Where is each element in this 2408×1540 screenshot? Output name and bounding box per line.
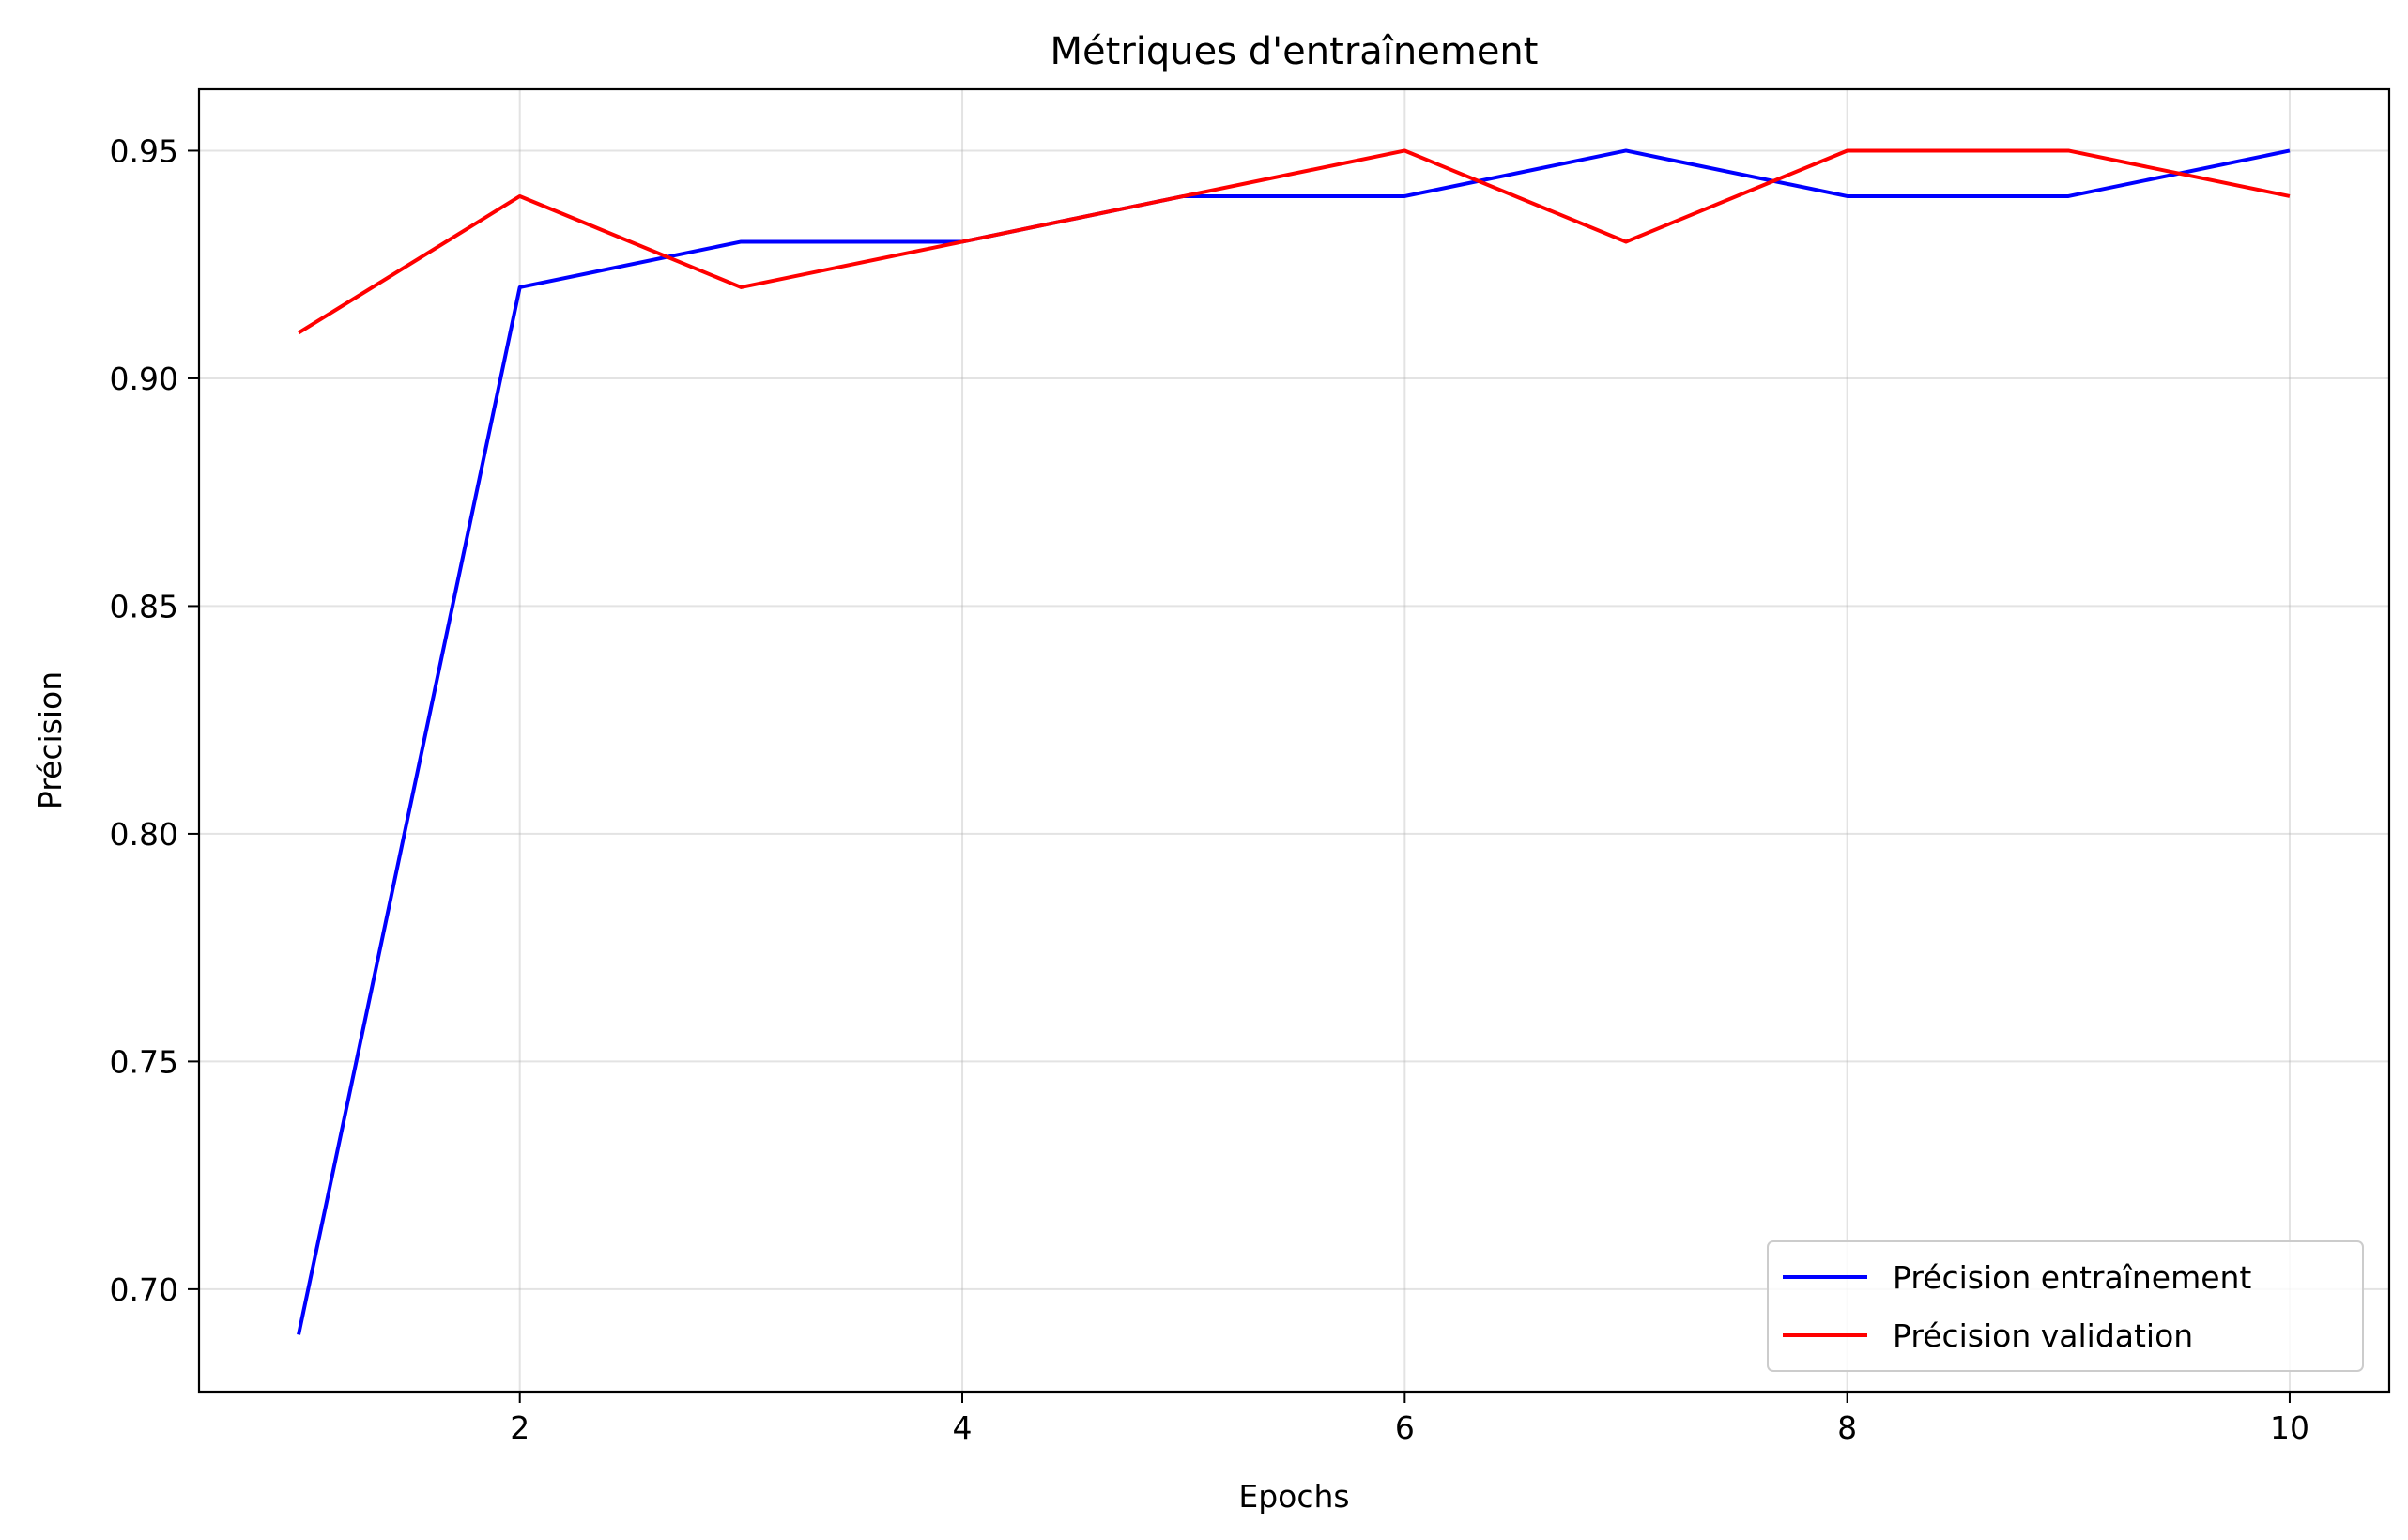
- axis-ticks: 2 4 6 8 10 0.70 0.75 0.80 0.85 0.90 0.95: [110, 132, 2309, 1446]
- y-tick-label: 0.95: [110, 132, 178, 169]
- y-tick-label: 0.75: [110, 1043, 178, 1080]
- x-tick-label: 4: [953, 1409, 973, 1446]
- y-tick-label: 0.85: [110, 588, 178, 624]
- plot-frame: [197, 87, 2391, 1394]
- x-tick-label: 2: [510, 1409, 529, 1446]
- y-tick-label: 0.70: [110, 1271, 178, 1308]
- x-tick-label: 10: [2270, 1409, 2309, 1446]
- x-tick-label: 6: [1395, 1409, 1415, 1446]
- legend-label-training: Précision entraînement: [1893, 1259, 2251, 1296]
- legend: Précision entraînement Précision validat…: [1767, 1240, 2364, 1372]
- x-tick-label: 8: [1837, 1409, 1857, 1446]
- legend-label-validation: Précision validation: [1893, 1317, 2193, 1354]
- x-axis-label: Epochs: [1238, 1478, 1349, 1515]
- series-lines: [297, 148, 2291, 1335]
- y-axis-label: Précision: [32, 671, 69, 809]
- y-tick-label: 0.90: [110, 361, 178, 397]
- series-line-validation: [297, 148, 2291, 335]
- chart-title: Métriques d'entraînement: [1051, 30, 1539, 73]
- y-tick-label: 0.80: [110, 816, 178, 853]
- legend-box: [1767, 1240, 2364, 1372]
- series-line-training: [297, 148, 2291, 1335]
